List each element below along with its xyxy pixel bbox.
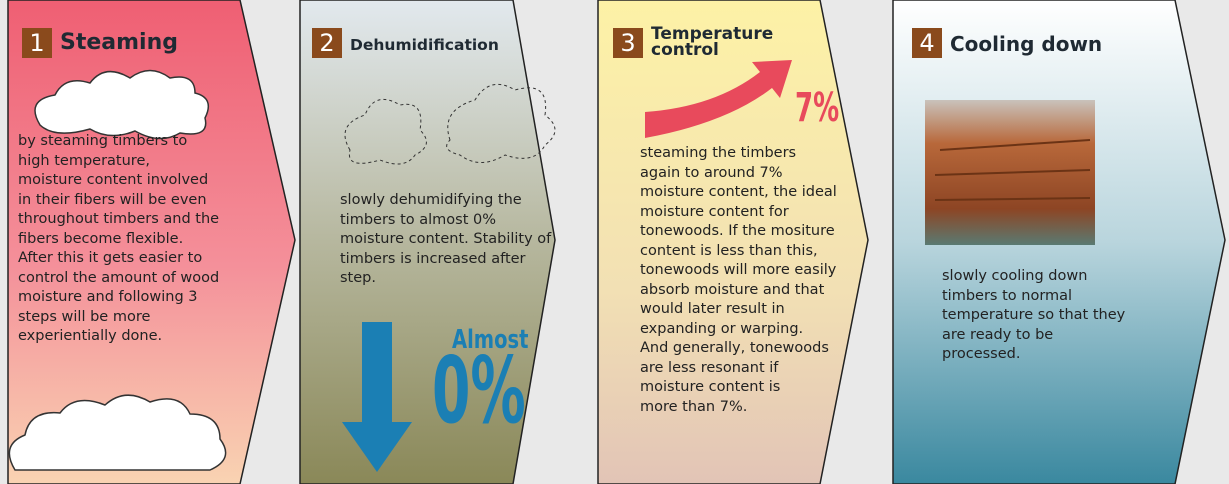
description-line: content is less than this,: [640, 243, 818, 259]
description-line: timbers to almost 0%: [340, 212, 496, 228]
photo: [925, 100, 1095, 245]
description-line: are less resonant if: [640, 360, 778, 376]
description-line: would later result in: [640, 301, 785, 317]
description-line: moisture content for: [640, 204, 789, 220]
step-number: 2: [312, 28, 342, 58]
description-line: experientially done.: [18, 328, 162, 344]
description-line: moisture content involved: [18, 172, 208, 188]
callout-value: 0%: [432, 345, 526, 437]
description-line: control the amount of wood: [18, 270, 219, 286]
description-line: more than 7%.: [640, 399, 747, 415]
description-line: timbers is increased after: [340, 251, 526, 267]
description-line: slowly cooling down: [942, 268, 1087, 284]
description-line: high temperature,: [18, 153, 150, 169]
infographic: 1 Steaming by steaming timbers to high temp…: [0, 0, 1229, 484]
description-line: steaming the timbers: [640, 145, 796, 161]
description-line: are ready to be: [942, 327, 1053, 343]
description-line: by steaming timbers to: [18, 133, 187, 149]
description-line: moisture content, the ideal: [640, 184, 837, 200]
step-title: Cooling down: [950, 32, 1102, 56]
description-line: moisture content is: [640, 379, 780, 395]
step-number: 3: [613, 28, 643, 58]
step-number: 4: [912, 28, 942, 58]
callout-value: 7%: [795, 88, 839, 128]
description-line: After this it gets easier to: [18, 250, 202, 266]
description-line: moisture content. Stability of: [340, 231, 551, 247]
background: [0, 0, 1229, 484]
description-line: fibers become flexible.: [18, 231, 183, 247]
description-line: tonewoods. If the mositure: [640, 223, 835, 239]
description-line: And generally, tonewoods: [640, 340, 829, 356]
description-line: tonewoods will more easily: [640, 262, 836, 278]
step-title: Steaming: [60, 30, 178, 55]
step-title: Temperature control: [651, 26, 781, 58]
step-number: 1: [22, 28, 52, 58]
description-line: moisture and following 3: [18, 289, 198, 305]
description-line: step.: [340, 270, 376, 286]
description-line: again to around 7%: [640, 165, 783, 181]
description-line: steps will be more: [18, 309, 150, 325]
description-line: expanding or warping.: [640, 321, 803, 337]
description-line: temperature so that they: [942, 307, 1125, 323]
description-line: timbers to normal: [942, 288, 1072, 304]
step-title: Dehumidification: [350, 36, 499, 54]
description-line: absorb moisture and that: [640, 282, 824, 298]
description-line: in their fibers will be even: [18, 192, 207, 208]
description-line: throughout timbers and the: [18, 211, 219, 227]
description-line: processed.: [942, 346, 1020, 362]
description-line: slowly dehumidifying the: [340, 192, 522, 208]
